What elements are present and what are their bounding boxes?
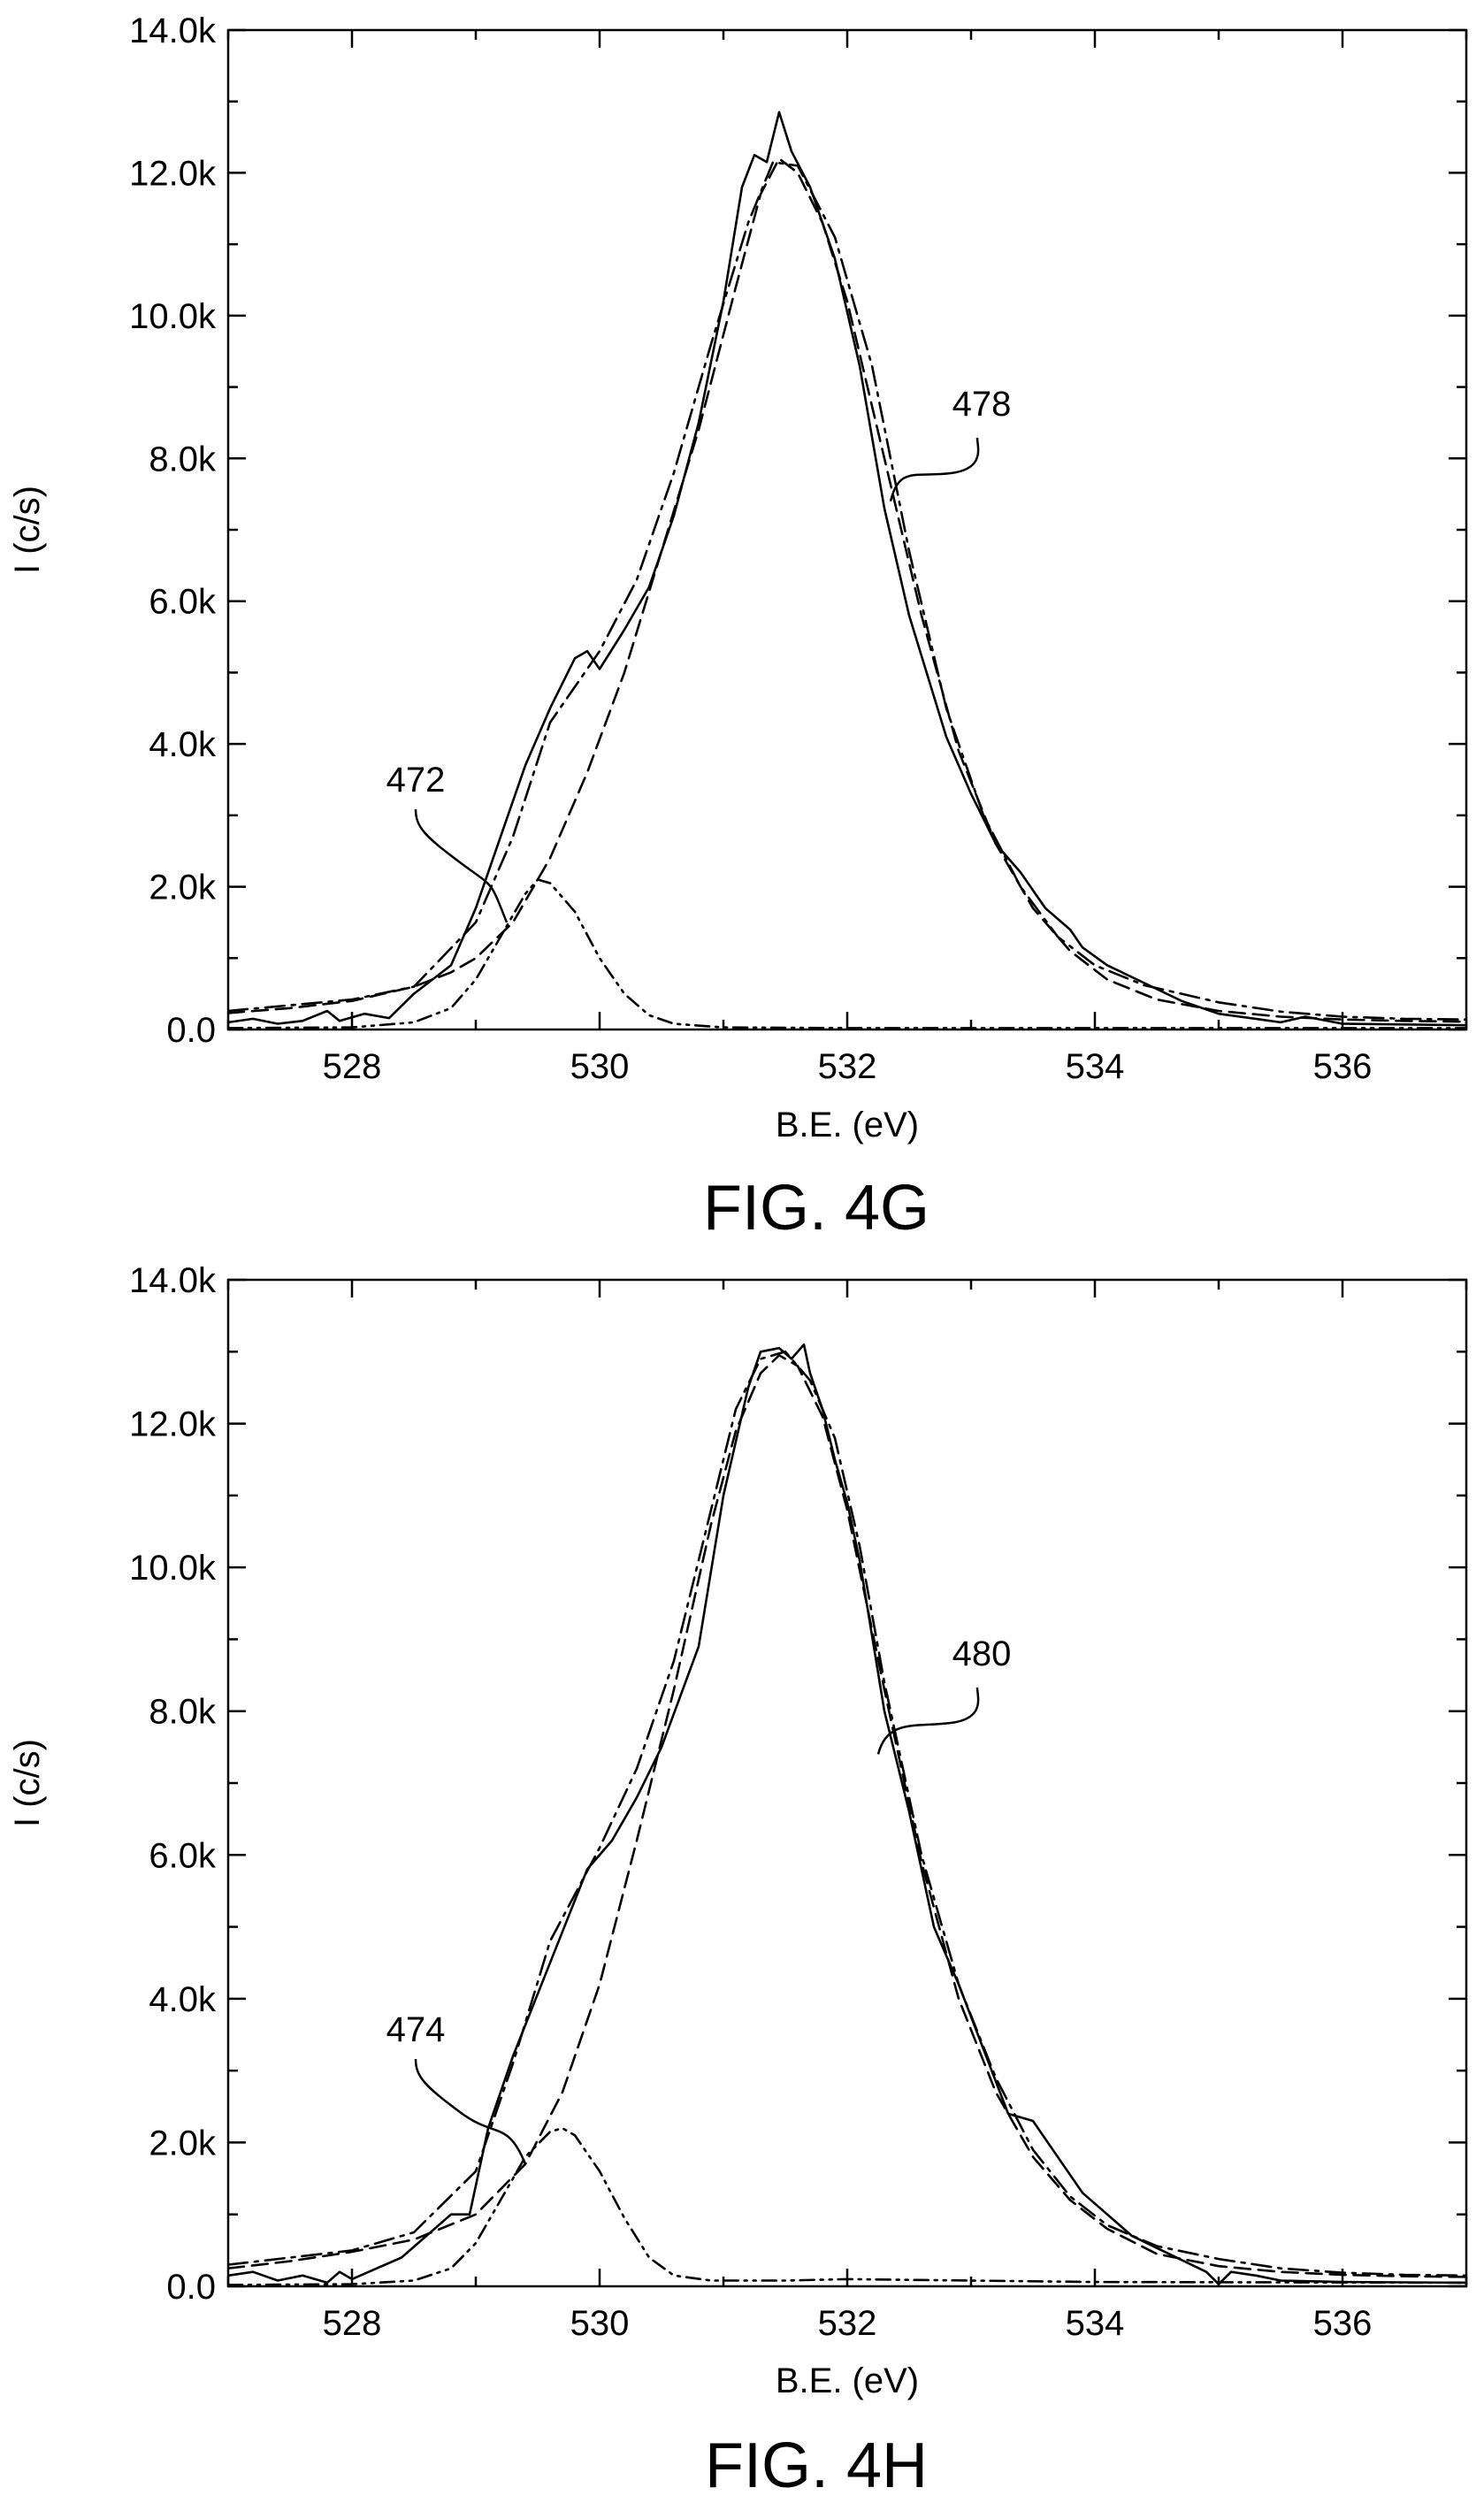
x-tick-label: 534: [1066, 1047, 1125, 1086]
y-axis-label: I (c/s): [8, 486, 47, 574]
plot-frame: [226, 28, 1468, 1031]
x-tick-label: 536: [1313, 2304, 1373, 2343]
series-line-dashdot: [228, 161, 1466, 1021]
series-group: [228, 1343, 1466, 2286]
y-tick-label: 14.0k: [129, 11, 217, 50]
x-tick-label: 532: [818, 2304, 877, 2343]
series-line-dashdotdot: [228, 878, 1466, 1030]
x-axis-label: B.E. (eV): [776, 2361, 919, 2400]
series-line-dashed: [228, 1354, 1466, 2278]
y-tick-label: 2.0k: [149, 869, 217, 907]
x-tick-label: 536: [1313, 1047, 1373, 1086]
series-line-dashdotdot: [228, 2126, 1466, 2286]
plot-frame: [226, 1278, 1468, 2288]
y-tick-label: 14.0k: [129, 1261, 217, 1300]
figure-caption: FIG. 4H: [705, 2430, 928, 2501]
callout-label: 478: [952, 385, 1012, 424]
callout-label: 480: [952, 1634, 1012, 1673]
callout-label: 472: [386, 761, 446, 800]
y-tick-label: 8.0k: [149, 1693, 217, 1732]
x-tick-label: 528: [323, 1047, 382, 1086]
y-tick-label: 10.0k: [129, 1549, 217, 1588]
x-tick-label: 530: [570, 2304, 630, 2343]
series-line-solid: [228, 111, 1466, 1027]
callout-leader: [889, 437, 980, 502]
series-line-dashdot: [228, 1351, 1466, 2277]
callout-label: 474: [386, 2010, 446, 2049]
y-tick-label: 10.0k: [129, 297, 217, 336]
chart-panel-1: 528 530 532 534 536 0.0 2.0k 4.0k 6.0k 8.0k 10.0k 1…: [8, 11, 1468, 1244]
y-tick-label: 2.0k: [149, 2124, 217, 2162]
figure-caption: FIG. 4G: [703, 1173, 929, 1244]
x-tick-label: 528: [323, 2304, 382, 2343]
x-axis-label: B.E. (eV): [776, 1106, 919, 1144]
callout-leader: [414, 808, 509, 923]
series-group: [228, 111, 1466, 1030]
y-tick-label: 6.0k: [149, 583, 217, 622]
y-tick-label: 4.0k: [149, 1980, 217, 2019]
chart-panel-2: 528 530 532 534 536 0.0 2.0k 4.0k 6.0k 8.0k 10.0k 1…: [8, 1261, 1468, 2501]
y-tick-label: 12.0k: [129, 154, 217, 193]
y-tick-label: 12.0k: [129, 1405, 217, 1444]
series-line-solid: [228, 1343, 1466, 2285]
callout-leader: [876, 1687, 980, 1755]
y-axis-label: I (c/s): [8, 1739, 47, 1827]
callout-leader: [414, 2058, 527, 2165]
series-line-dashed: [228, 157, 1466, 1023]
x-tick-label: 530: [570, 1047, 630, 1086]
x-tick-label: 532: [818, 1047, 877, 1086]
y-tick-label: 0.0: [166, 2268, 216, 2307]
y-tick-label: 0.0: [166, 1011, 216, 1050]
y-tick-label: 4.0k: [149, 725, 217, 764]
y-tick-label: 8.0k: [149, 440, 217, 478]
y-tick-label: 6.0k: [149, 1836, 217, 1875]
x-tick-label: 534: [1066, 2304, 1125, 2343]
